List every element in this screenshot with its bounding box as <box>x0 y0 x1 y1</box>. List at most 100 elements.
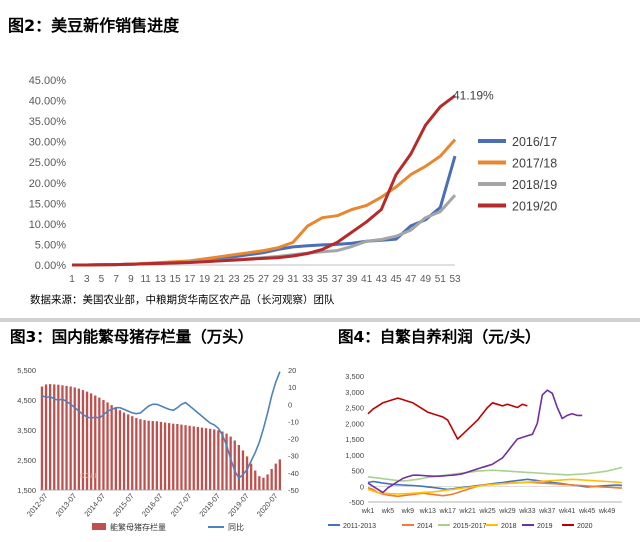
y-tick-label: 4,500 <box>17 396 36 405</box>
x-tick-label: 31 <box>287 274 299 285</box>
x-tick-label: wk5 <box>381 508 395 515</box>
x-tick-label: 2015-07 <box>111 492 136 519</box>
bar <box>102 400 105 490</box>
x-tick-label: 37 <box>332 274 344 285</box>
series-line-2019 <box>367 389 583 494</box>
bar <box>77 388 80 490</box>
x-tick-label: 41 <box>361 274 373 285</box>
x-tick-label: wk13 <box>419 508 436 515</box>
x-tick-label: wk45 <box>578 508 595 515</box>
bar <box>127 414 130 490</box>
x-tick-label: 11 <box>140 274 151 285</box>
legend-label: 2019 <box>537 523 553 530</box>
x-tick-label: 23 <box>228 274 240 285</box>
series-line-2019-20 <box>72 94 456 267</box>
bar <box>131 416 134 490</box>
chart-sow-inventory: 1,500 2,500 3,500 4,500 5,500 20 10 0 -10 -20 -30 -… <box>17 366 299 532</box>
chart-hog-profit: -500 0 500 1,000 1,500 2,000 2,500 3,000 3,500 wk… <box>328 372 623 530</box>
bar <box>44 384 48 490</box>
x-tick-label: 3 <box>84 274 90 285</box>
bar <box>118 410 122 490</box>
bar <box>114 407 117 490</box>
bar <box>172 423 175 490</box>
bar <box>221 431 224 490</box>
x-tick-label: 43 <box>376 274 388 285</box>
series-line-2017-18 <box>72 138 457 267</box>
x-tick-label: wk33 <box>518 508 535 515</box>
fig2-title: 图2：美豆新作销售进度 <box>8 16 180 35</box>
x-tick-label: 1 <box>69 274 75 285</box>
x-tick-label: 2018-07 <box>197 492 222 519</box>
y-tick-label: 25.00% <box>29 157 67 169</box>
bar <box>73 387 76 490</box>
bar <box>135 418 138 490</box>
bar <box>217 430 220 490</box>
x-tick-label: 27 <box>258 274 270 285</box>
bar <box>245 456 249 490</box>
x-tick-label: 35 <box>317 274 329 285</box>
y-tick-label: 40.00% <box>29 96 67 108</box>
bar <box>69 386 72 490</box>
section-divider <box>0 318 640 322</box>
bar <box>122 412 126 490</box>
x-tick-label: 2013-07 <box>54 492 79 519</box>
legend-label: 2019/20 <box>512 200 557 214</box>
x-tick-label: 45 <box>391 274 403 285</box>
x-tick-label: 51 <box>435 274 447 285</box>
y-tick-label: 2,500 <box>345 404 364 413</box>
annotation-label: 41.19% <box>453 89 494 103</box>
x-tick-label: wk21 <box>458 508 475 515</box>
y-tick-label: 500 <box>351 467 364 476</box>
bar <box>163 422 167 490</box>
x-tick-label: 2014-07 <box>82 492 107 519</box>
bar <box>110 405 113 490</box>
legend-label: 能繁母猪存栏量 <box>110 522 166 532</box>
y2-tick-label: -10 <box>288 417 299 426</box>
y-tick-label: 15.00% <box>29 198 67 210</box>
series-line-2018 <box>367 478 623 495</box>
bar <box>168 423 171 490</box>
x-tick-label: 53 <box>449 274 461 285</box>
x-tick-label: 2017-07 <box>169 492 194 519</box>
series-line-2018-19 <box>72 194 457 267</box>
y-tick-label: 3,500 <box>17 426 36 435</box>
series-line-2020 <box>367 397 528 440</box>
bar <box>98 397 101 490</box>
bar <box>258 476 261 490</box>
legend-label: 2018 <box>501 523 517 530</box>
bar <box>229 436 232 490</box>
legend-label: 2017/18 <box>512 157 557 171</box>
bar <box>204 428 208 490</box>
bar <box>61 385 64 490</box>
y-tick-label: 5,500 <box>17 366 36 375</box>
legend-swatch <box>92 523 106 530</box>
x-tick-label: 5 <box>99 274 105 285</box>
bar <box>196 427 199 490</box>
legend-label: 2020 <box>577 523 593 530</box>
bar <box>143 420 146 490</box>
y-tick-label: 2,000 <box>345 419 364 428</box>
x-tick-label: 2012-07 <box>25 492 50 519</box>
y-tick-label: 0.00% <box>35 260 66 272</box>
bar <box>188 425 191 490</box>
y2-tick-label: -50 <box>288 486 299 495</box>
bar <box>176 424 179 490</box>
y2-tick-label: -30 <box>288 452 299 461</box>
y-tick-label: 35.00% <box>29 116 67 128</box>
y-tick-label: 3,500 <box>345 372 364 381</box>
fig4-title: 图4：自繁自养利润（元/头） <box>338 328 541 346</box>
x-tick-label: 33 <box>302 274 314 285</box>
bar <box>106 402 109 490</box>
y-tick-label: 3,000 <box>345 388 364 397</box>
legend-label: 2015-2017 <box>453 523 487 530</box>
bar <box>53 384 56 490</box>
x-tick-label: 47 <box>405 274 417 285</box>
x-tick-label: 19 <box>199 274 211 285</box>
x-tick-label: wk1 <box>361 508 375 515</box>
x-tick-label: wk17 <box>439 508 456 515</box>
x-tick-label: 25 <box>243 274 255 285</box>
bar <box>139 419 142 490</box>
y-tick-label: 20.00% <box>29 178 67 190</box>
y2-tick-label: 10 <box>288 383 296 392</box>
x-tick-label: 7 <box>113 274 119 285</box>
